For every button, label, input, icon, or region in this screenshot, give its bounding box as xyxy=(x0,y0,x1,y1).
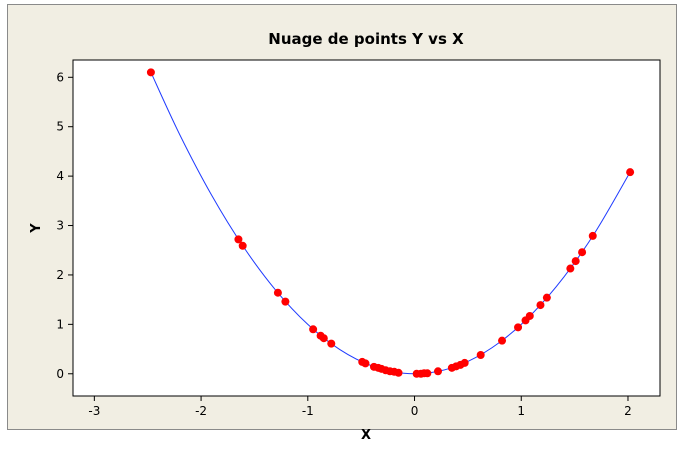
data-point xyxy=(588,231,597,240)
y-tick-label: 6 xyxy=(56,70,64,84)
data-point xyxy=(238,241,247,250)
data-point xyxy=(281,297,290,306)
data-point xyxy=(327,339,336,348)
x-tick-label: 1 xyxy=(517,404,525,418)
y-axis-label: Y xyxy=(29,223,44,234)
data-point xyxy=(434,367,443,376)
data-point xyxy=(309,325,318,334)
plot-area xyxy=(72,59,661,397)
data-point xyxy=(536,301,545,310)
y-tick-label: 5 xyxy=(56,120,64,134)
data-point xyxy=(234,235,243,244)
x-tick-label: -3 xyxy=(88,404,100,418)
y-tick-label: 2 xyxy=(56,268,64,282)
x-tick-label: -2 xyxy=(195,404,207,418)
data-point xyxy=(578,248,587,257)
data-point xyxy=(626,168,635,177)
axis-tick-labels: -3 -2 -1 0 1 2 0 1 2 3 4 5 6 xyxy=(56,70,631,418)
data-point xyxy=(566,264,575,273)
data-point xyxy=(273,288,282,297)
x-tick-label: 0 xyxy=(411,404,419,418)
y-tick-label: 4 xyxy=(56,169,64,183)
data-point xyxy=(498,336,507,345)
data-point xyxy=(361,359,370,368)
y-tick-label: 0 xyxy=(56,367,64,381)
data-point xyxy=(476,350,485,359)
data-point xyxy=(571,257,580,266)
data-point xyxy=(460,358,469,367)
x-tick-label: 2 xyxy=(624,404,632,418)
x-tick-label: -1 xyxy=(302,404,314,418)
data-point xyxy=(542,293,551,302)
data-point xyxy=(394,368,403,377)
axis-ticks xyxy=(68,76,629,401)
data-point xyxy=(319,334,328,343)
y-tick-label: 1 xyxy=(56,317,64,331)
y-tick-label: 3 xyxy=(56,219,64,233)
chart-title: Nuage de points Y vs X xyxy=(268,30,464,48)
data-point xyxy=(423,369,432,378)
data-points xyxy=(146,68,635,378)
x-axis-label: X xyxy=(361,428,371,443)
data-point xyxy=(525,311,534,320)
data-point xyxy=(146,68,155,77)
data-point xyxy=(514,323,523,332)
